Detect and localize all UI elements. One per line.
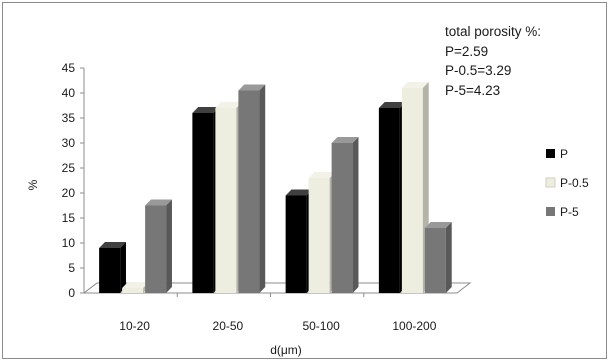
legend-label-P: P — [560, 147, 568, 161]
annotation-line-p5: P-5=4.23 — [445, 82, 501, 98]
y-tick-label-10: 10 — [62, 236, 76, 250]
y-axis-label: % — [26, 179, 40, 190]
bar-P-10-20 — [99, 242, 126, 293]
x-tick-label-10-20: 10-20 — [119, 319, 150, 333]
bar-P-5-20-50 — [238, 84, 266, 293]
bar-P-20-50 — [192, 107, 220, 293]
bar-P-50-100 — [285, 189, 313, 293]
bar-P-0.5-20-50 — [215, 102, 243, 293]
legend-label-P-5: P-5 — [560, 205, 579, 219]
annotation-line-p05: P-0.5=3.29 — [445, 63, 512, 78]
bar-P-5-50-100 — [331, 137, 359, 293]
y-tick-label-15: 15 — [62, 211, 76, 225]
x-axis-label: d(μm) — [270, 343, 302, 357]
bar-P-5-100-200 — [424, 222, 452, 293]
bar-P-5-10-20 — [145, 199, 172, 293]
legend-swatch-P — [546, 149, 555, 158]
y-tick-label-35: 35 — [62, 111, 76, 125]
y-tick-label-5: 5 — [68, 261, 75, 275]
porosity-annotation: total porosity %: P=2.59 P-0.5=3.29 P-5=… — [445, 22, 605, 100]
bar-P-0.5-50-100 — [308, 172, 336, 293]
y-tick-label-25: 25 — [62, 161, 76, 175]
y-tick-label-0: 0 — [68, 286, 75, 300]
legend-swatch-P-5 — [546, 207, 555, 216]
bar-P-100-200 — [378, 102, 406, 293]
legend-swatch-P-0.5 — [545, 177, 556, 188]
legend-label-P-0.5: P-0.5 — [560, 176, 589, 190]
bar-P-0.5-100-200 — [401, 82, 429, 293]
x-tick-label-100-200: 100-200 — [392, 319, 436, 333]
annotation-line-p: P=2.59 — [445, 43, 489, 59]
x-tick-label-50-100: 50-100 — [302, 319, 340, 333]
y-tick-label-30: 30 — [62, 136, 76, 150]
chart-frame — [2, 2, 607, 359]
y-tick-label-45: 45 — [62, 61, 76, 75]
annotation-title: total porosity %: — [445, 24, 542, 39]
y-tick-label-40: 40 — [62, 86, 76, 100]
x-tick-label-20-50: 20-50 — [213, 319, 244, 333]
y-tick-label-20: 20 — [62, 186, 76, 200]
